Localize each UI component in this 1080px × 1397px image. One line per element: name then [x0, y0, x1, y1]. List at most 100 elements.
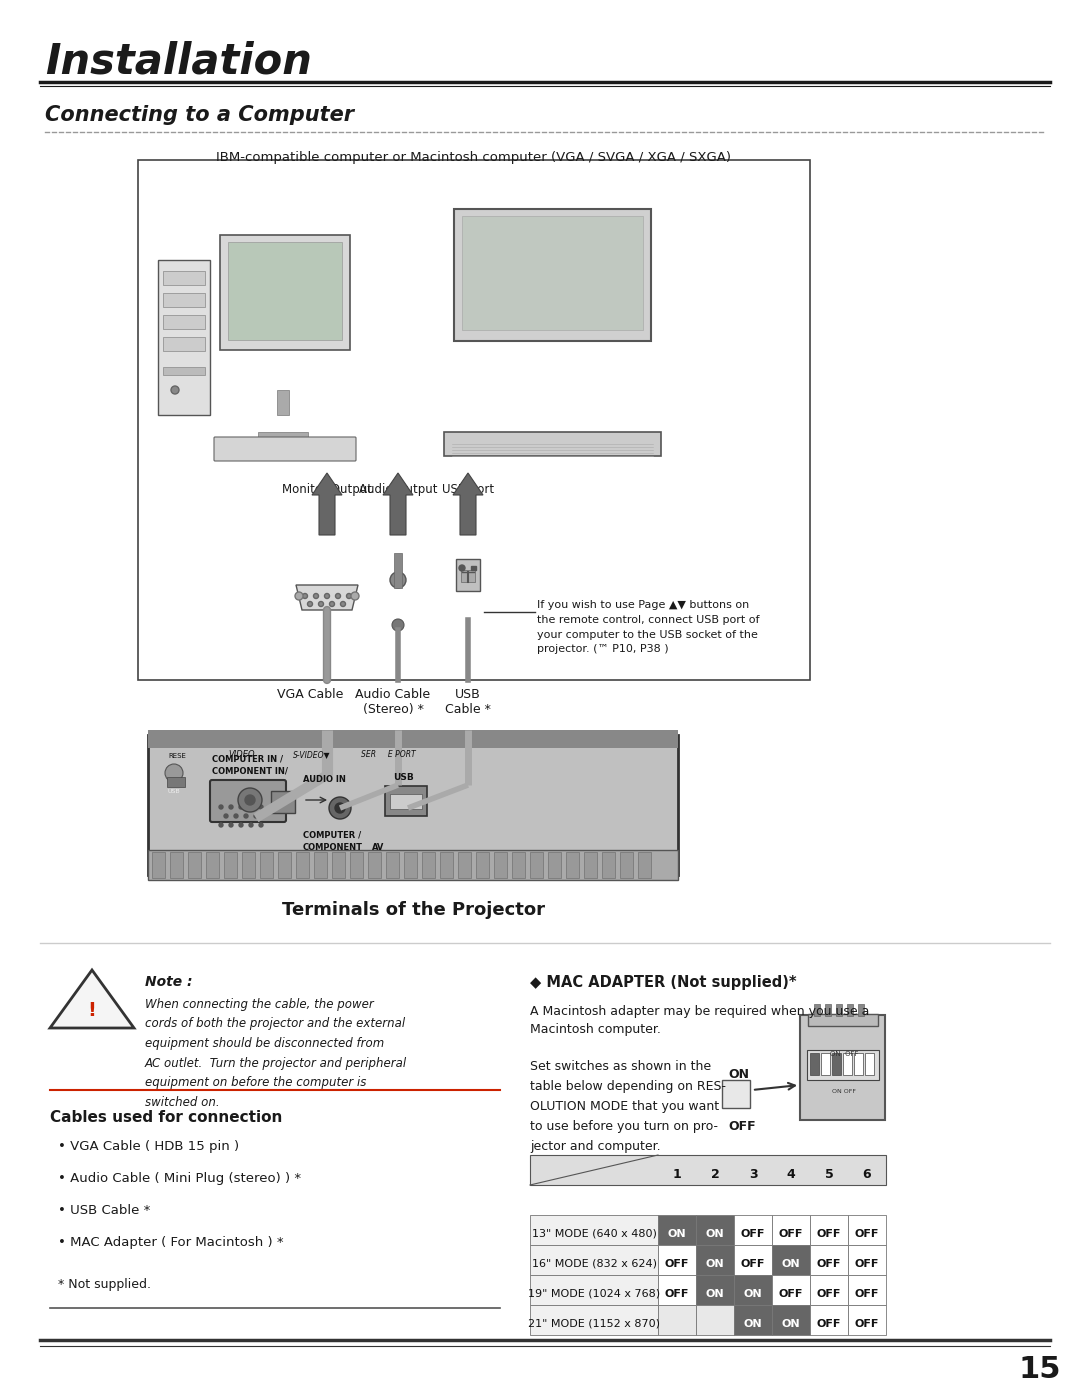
Bar: [404, 852, 417, 877]
Bar: [847, 1004, 853, 1016]
Text: • MAC Adapter ( For Macintosh ) *: • MAC Adapter ( For Macintosh ) *: [58, 1236, 284, 1249]
Text: * Not supplied.: * Not supplied.: [58, 1278, 151, 1291]
Text: USB: USB: [168, 789, 180, 793]
Circle shape: [295, 592, 303, 599]
Text: ON: ON: [744, 1289, 762, 1299]
Text: OFF: OFF: [665, 1259, 689, 1268]
Circle shape: [229, 805, 233, 809]
Text: ON: ON: [705, 1229, 725, 1239]
Bar: [228, 242, 342, 339]
Bar: [772, 1245, 810, 1275]
FancyBboxPatch shape: [444, 432, 661, 455]
Polygon shape: [50, 970, 134, 1028]
Text: COMPONENT IN/: COMPONENT IN/: [212, 766, 288, 775]
Bar: [734, 1245, 772, 1275]
Text: COMPUTER IN /: COMPUTER IN /: [212, 754, 283, 764]
Bar: [848, 1305, 886, 1336]
Text: Set switches as shown in the
table below depending on RES-
OLUTION MODE that you: Set switches as shown in the table below…: [530, 1060, 726, 1153]
Bar: [584, 852, 597, 877]
Text: Audio Cable
(Stereo) *: Audio Cable (Stereo) *: [355, 687, 431, 717]
Bar: [658, 1305, 696, 1336]
Bar: [620, 852, 633, 877]
Bar: [810, 1215, 848, 1245]
FancyBboxPatch shape: [214, 437, 356, 461]
Circle shape: [171, 386, 179, 394]
Text: OFF: OFF: [728, 1120, 756, 1133]
Bar: [242, 852, 255, 877]
Circle shape: [249, 805, 253, 809]
Text: OFF: OFF: [854, 1229, 879, 1239]
Bar: [258, 432, 308, 440]
Circle shape: [238, 788, 262, 812]
Text: 19" MODE (1024 x 768): 19" MODE (1024 x 768): [528, 1289, 660, 1299]
Bar: [848, 1215, 886, 1245]
Bar: [832, 1053, 841, 1076]
Bar: [148, 731, 678, 747]
Text: OFF: OFF: [816, 1229, 841, 1239]
Text: RESE: RESE: [168, 753, 186, 759]
Text: • Audio Cable ( Mini Plug (stereo) ) *: • Audio Cable ( Mini Plug (stereo) ) *: [58, 1172, 301, 1185]
Circle shape: [329, 602, 335, 606]
FancyBboxPatch shape: [454, 210, 651, 341]
Text: ON: ON: [728, 1067, 750, 1081]
FancyArrow shape: [383, 474, 413, 535]
Bar: [530, 852, 543, 877]
Bar: [368, 852, 381, 877]
Bar: [772, 1305, 810, 1336]
Text: Connecting to a Computer: Connecting to a Computer: [45, 105, 354, 124]
Circle shape: [302, 594, 308, 598]
Text: 3: 3: [748, 1168, 757, 1180]
FancyBboxPatch shape: [220, 235, 350, 351]
Text: VIDEO: VIDEO: [229, 750, 255, 759]
Bar: [734, 1215, 772, 1245]
Bar: [810, 1053, 819, 1076]
Bar: [723, 1080, 750, 1108]
Text: 15: 15: [1018, 1355, 1062, 1384]
Text: OFF: OFF: [854, 1259, 879, 1268]
Bar: [602, 852, 615, 877]
Bar: [696, 1305, 734, 1336]
Bar: [276, 390, 289, 415]
Text: 6: 6: [863, 1168, 872, 1180]
Circle shape: [392, 619, 404, 631]
Circle shape: [319, 602, 324, 606]
Bar: [163, 293, 205, 307]
Circle shape: [234, 814, 238, 819]
Text: USB: USB: [393, 773, 414, 782]
Text: Terminals of the Projector: Terminals of the Projector: [283, 901, 545, 919]
FancyBboxPatch shape: [800, 1016, 885, 1120]
Text: AV: AV: [372, 842, 384, 852]
Circle shape: [324, 594, 329, 598]
Bar: [696, 1275, 734, 1305]
Bar: [530, 1305, 658, 1336]
Bar: [471, 566, 476, 570]
Bar: [734, 1275, 772, 1305]
Text: VGA Cable: VGA Cable: [276, 687, 343, 701]
Bar: [422, 852, 435, 877]
Text: OFF: OFF: [854, 1319, 879, 1329]
Bar: [440, 852, 453, 877]
Circle shape: [340, 602, 346, 606]
Circle shape: [229, 823, 233, 827]
Bar: [548, 852, 561, 877]
Circle shape: [239, 823, 243, 827]
Circle shape: [165, 764, 183, 782]
Text: OFF: OFF: [741, 1259, 766, 1268]
Bar: [836, 1004, 842, 1016]
Text: Cables used for connection: Cables used for connection: [50, 1111, 282, 1125]
Circle shape: [459, 564, 465, 571]
FancyBboxPatch shape: [808, 1014, 878, 1025]
Circle shape: [224, 814, 228, 819]
Text: ON: ON: [782, 1319, 800, 1329]
Bar: [167, 777, 185, 787]
Text: ON OFF: ON OFF: [832, 1090, 856, 1094]
Bar: [821, 1053, 831, 1076]
Bar: [772, 1275, 810, 1305]
Circle shape: [249, 823, 253, 827]
Bar: [658, 1275, 696, 1305]
Circle shape: [244, 814, 248, 819]
Bar: [163, 367, 205, 374]
Bar: [206, 852, 219, 877]
Bar: [810, 1305, 848, 1336]
Bar: [476, 852, 489, 877]
